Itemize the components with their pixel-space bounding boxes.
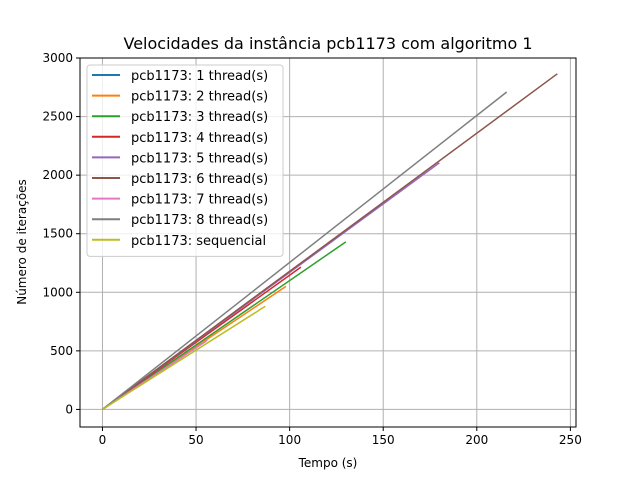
y-tick-label: 1500 — [42, 227, 73, 241]
legend-box — [86, 64, 284, 257]
x-tick-label: 100 — [278, 433, 301, 447]
x-tick-label: 200 — [465, 433, 488, 447]
legend-label: pcb1173: 4 thread(s) — [131, 131, 268, 146]
legend-label: pcb1173: 2 thread(s) — [131, 90, 268, 105]
x-tick-label: 50 — [188, 433, 203, 447]
y-tick-label: 500 — [50, 344, 73, 358]
legend-label: pcb1173: 5 thread(s) — [131, 151, 268, 166]
series-line-8 — [102, 91, 508, 410]
y-tick-label: 2000 — [42, 168, 73, 182]
legend-label: pcb1173: 8 thread(s) — [131, 213, 268, 228]
y-tick-label: 2500 — [42, 110, 73, 124]
x-tick-label: 250 — [559, 433, 582, 447]
legend: pcb1173: 1 thread(s) pcb1173: 2 thread(s)… — [86, 64, 284, 257]
plot-frame — [79, 57, 577, 428]
chart-title: Velocidades da instância pcb1173 com alg… — [123, 34, 532, 53]
y-axis-label: Número de iterações — [15, 179, 29, 305]
legend-label: pcb1173: 3 thread(s) — [131, 110, 268, 125]
x-tick-label: 150 — [372, 433, 395, 447]
series-line-3 — [102, 241, 347, 411]
legend-label: pcb1173: sequencial — [131, 234, 266, 249]
x-tick-label: 0 — [99, 433, 107, 447]
series-line-9 — [102, 305, 266, 411]
legend-label: pcb1173: 1 thread(s) — [131, 69, 268, 84]
x-axis-label: Tempo (s) — [298, 456, 358, 470]
y-tick-label: 0 — [65, 402, 73, 416]
legend-label: pcb1173: 7 thread(s) — [131, 193, 268, 208]
y-tick-label: 3000 — [42, 51, 73, 65]
series-line-6 — [102, 73, 558, 411]
series-lines — [102, 73, 558, 411]
y-tick-label: 1000 — [42, 285, 73, 299]
legend-label: pcb1173: 6 thread(s) — [131, 172, 268, 187]
